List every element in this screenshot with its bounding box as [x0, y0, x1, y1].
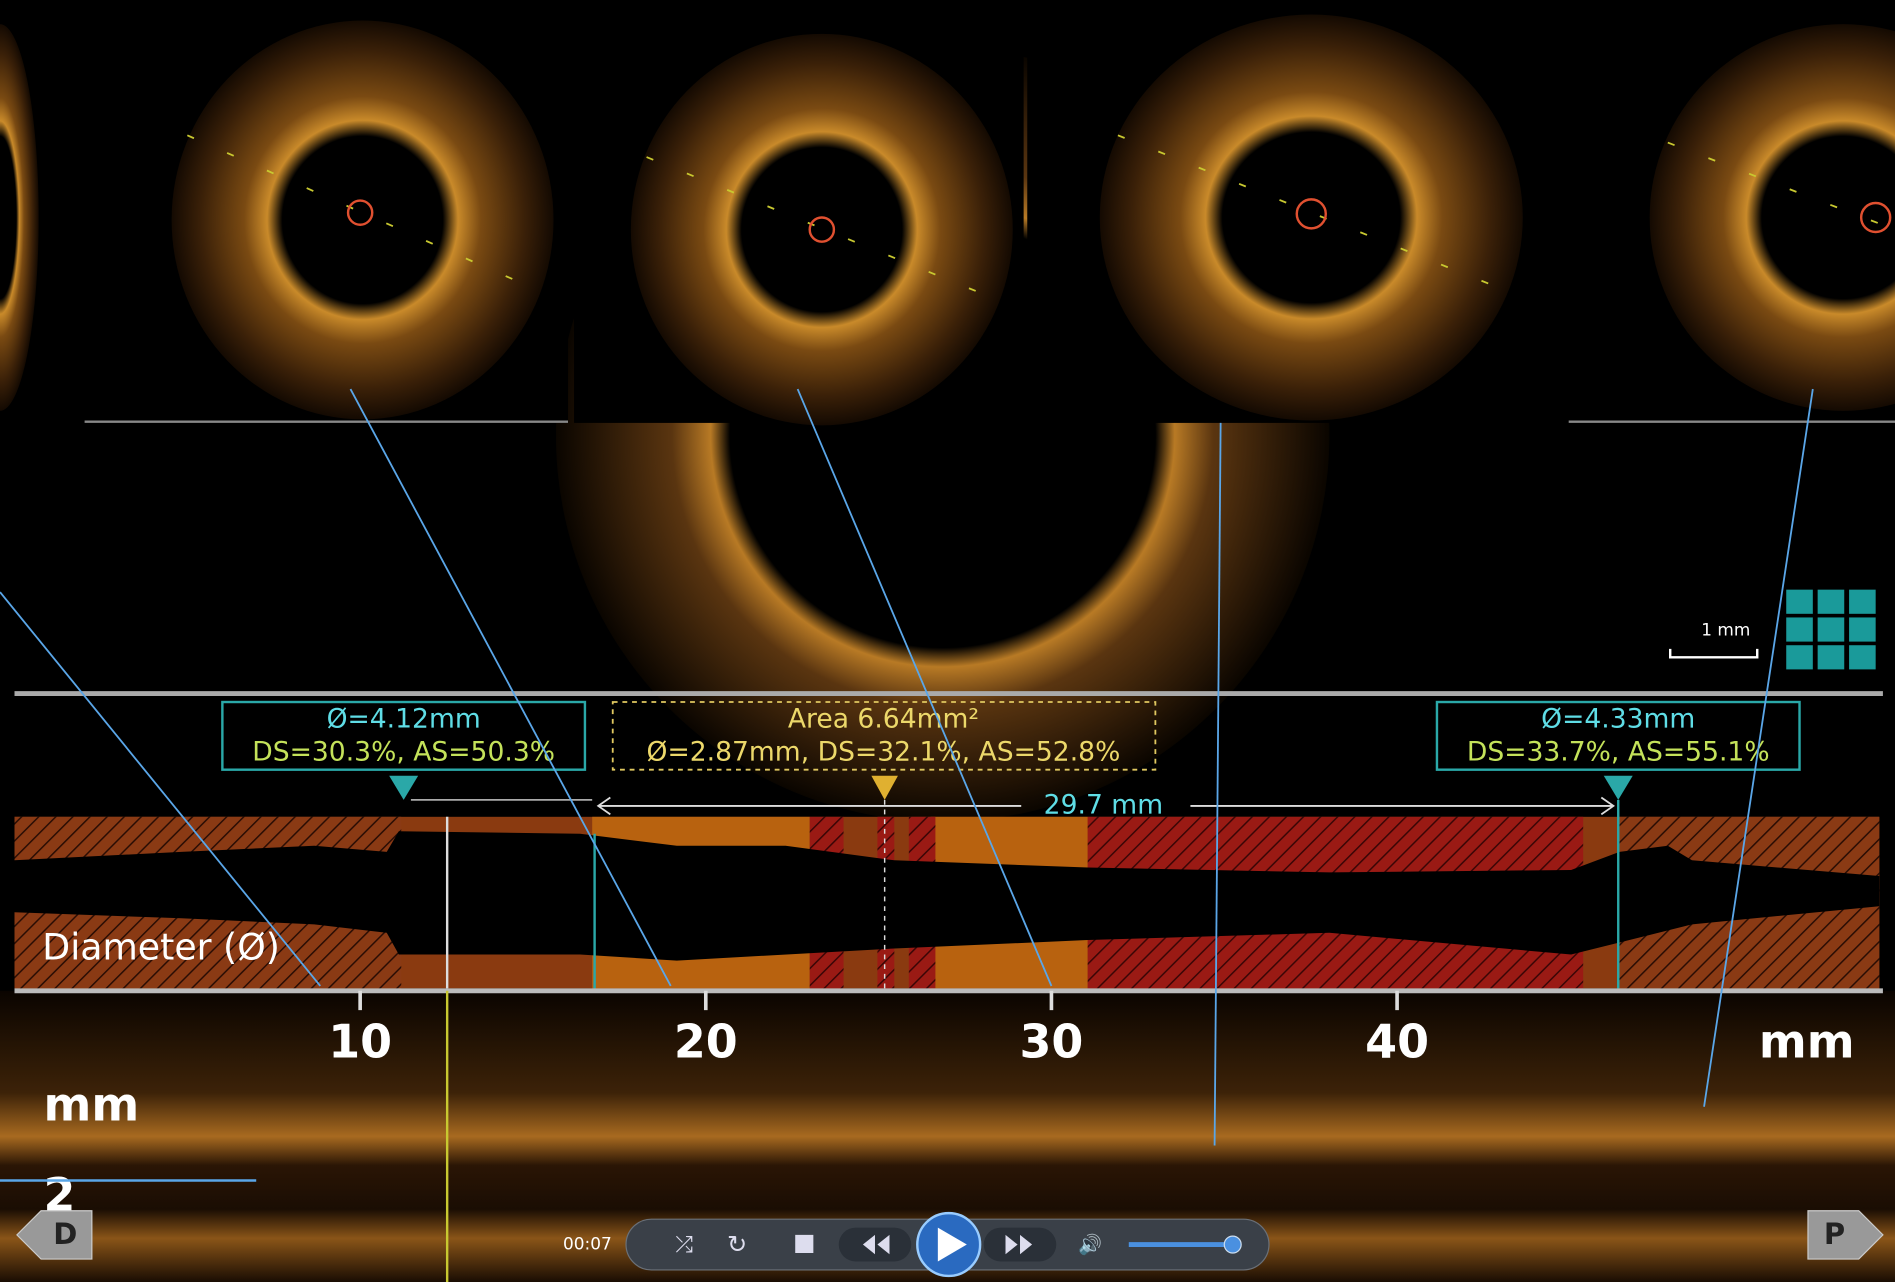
mla-area: Area 6.64mm² — [788, 704, 979, 735]
distal-label: D — [53, 1217, 77, 1251]
shuffle-button[interactable]: ⤮ — [675, 1233, 692, 1258]
axis-unit: mm — [1759, 1015, 1855, 1069]
player-time: 00:07 — [563, 1234, 612, 1254]
mla-stats: Ø=2.87mm, DS=32.1%, AS=52.8% — [647, 736, 1121, 767]
oct-frame — [631, 34, 1013, 425]
oct-frame — [1100, 14, 1523, 420]
depth-unit: mm — [44, 1078, 140, 1132]
ref-marker[interactable] — [389, 776, 418, 800]
profile-label: Diameter (Ø) — [42, 926, 280, 969]
proximal-label: P — [1824, 1217, 1845, 1251]
stop-button[interactable] — [795, 1235, 813, 1253]
axis-tick-label: 30 — [1019, 1015, 1083, 1069]
scale-bar — [1670, 649, 1757, 657]
axis-tick-label: 40 — [1365, 1015, 1429, 1069]
volume-thumb[interactable] — [1224, 1236, 1241, 1253]
ref-diameter: Ø=4.33mm — [1541, 704, 1695, 735]
cross-sections — [0, 12, 1895, 425]
ref-stenosis: DS=30.3%, AS=50.3% — [252, 736, 555, 767]
ref-stenosis: DS=33.7%, AS=55.1% — [1467, 736, 1770, 767]
axis-tick-label: 10 — [328, 1015, 392, 1069]
length-label: 29.7 mm — [1044, 789, 1163, 820]
axis-tick-label: 20 — [674, 1015, 738, 1069]
repeat-button[interactable]: ↻ — [727, 1231, 747, 1259]
scale-bar-label: 1 mm — [1701, 620, 1750, 640]
oct-frame — [0, 24, 39, 411]
layout-button[interactable] — [1786, 590, 1875, 670]
page: 1 mm Ø=4.12mm DS=30.3%, AS=50.3% Area 6.… — [0, 0, 1895, 1282]
rewind-button[interactable] — [839, 1228, 912, 1262]
oct-frame — [172, 21, 554, 420]
ref-marker[interactable] — [1604, 776, 1633, 800]
mute-button[interactable]: 🔊 — [1078, 1232, 1102, 1256]
screen: 1 mm Ø=4.12mm DS=30.3%, AS=50.3% Area 6.… — [0, 0, 1895, 1282]
ref-diameter: Ø=4.12mm — [327, 704, 481, 735]
